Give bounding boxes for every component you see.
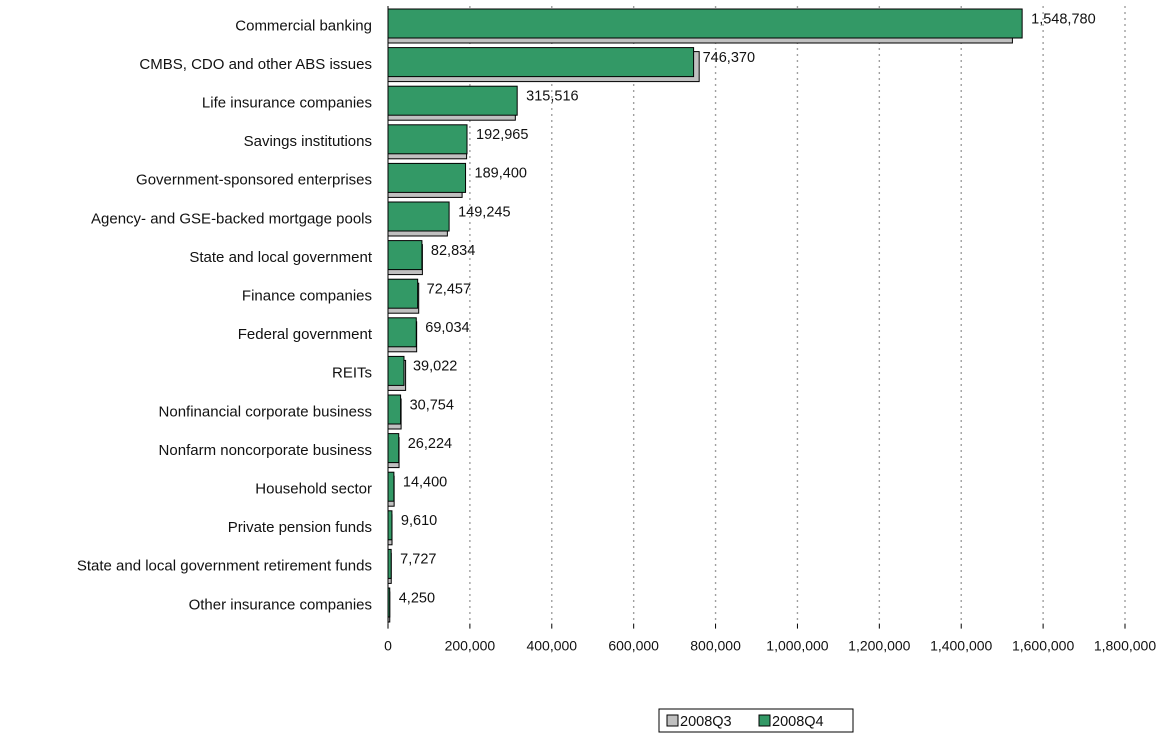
data-label: 7,727 (400, 552, 436, 568)
category-label: Life insurance companies (202, 95, 372, 112)
x-axis-ticks: 0 200,000 400,000 600,000 800,000 1,000,000 1,… (384, 623, 1156, 654)
x-tick-label: 800,000 (690, 638, 741, 654)
x-tick-label: 1,800,000 (1094, 638, 1156, 654)
data-label: 746,370 (703, 50, 755, 66)
bar-2008q4 (387, 433, 400, 464)
bar-2008q4 (387, 240, 423, 271)
bar-2008q4 (387, 124, 468, 155)
data-labels: 1,548,780 746,370 315,516 192,965 189,400 149… (399, 11, 1096, 606)
legend-box (658, 708, 854, 733)
bar-2008q4 (387, 278, 419, 309)
legend-swatch (758, 714, 771, 727)
data-label: 4,250 (399, 590, 435, 606)
legend-label: 2008Q4 (772, 714, 824, 730)
data-label: 39,022 (413, 359, 457, 375)
data-label: 9,610 (401, 513, 437, 529)
bar-2008q4 (387, 85, 518, 116)
legend: 2008Q3 2008Q4 (658, 708, 854, 733)
category-labels: Commercial banking CMBS, CDO and other AB… (77, 17, 373, 613)
data-label: 72,457 (427, 282, 471, 298)
data-label: 30,754 (410, 397, 454, 413)
x-tick-label: 1,200,000 (848, 638, 910, 654)
bar-2008q4 (387, 510, 393, 541)
category-label: Private pension funds (228, 519, 372, 536)
data-label: 192,965 (476, 127, 528, 143)
category-label: Savings institutions (244, 133, 372, 150)
category-label: Federal government (238, 326, 373, 343)
data-label: 69,034 (425, 320, 469, 336)
x-tick-label: 0 (384, 638, 392, 654)
x-tick-label: 200,000 (445, 638, 496, 654)
category-label: State and local government (189, 249, 372, 266)
category-label: Other insurance companies (189, 596, 372, 613)
bar-2008q4 (387, 394, 402, 425)
bar-2008q4 (387, 355, 405, 386)
category-label: Government-sponsored enterprises (136, 172, 372, 189)
category-label: Finance companies (242, 288, 372, 305)
category-label: CMBS, CDO and other ABS issues (139, 56, 372, 73)
category-label: Commercial banking (235, 17, 372, 34)
x-tick-label: 1,400,000 (930, 638, 992, 654)
data-label: 14,400 (403, 475, 447, 491)
category-label: Agency- and GSE-backed mortgage pools (91, 210, 372, 227)
data-label: 149,245 (458, 204, 510, 220)
data-label: 315,516 (526, 89, 578, 105)
bar-2008q4 (387, 47, 695, 78)
bar-2008q4 (387, 8, 1023, 39)
bar-2008q4 (387, 201, 450, 232)
legend-swatch (666, 714, 679, 727)
legend-label: 2008Q3 (680, 714, 732, 730)
category-label: Household sector (255, 481, 372, 498)
category-label: Nonfarm noncorporate business (159, 442, 372, 459)
category-label: REITs (332, 365, 372, 382)
category-label: Nonfinancial corporate business (159, 403, 372, 420)
x-tick-label: 400,000 (526, 638, 577, 654)
data-label: 189,400 (475, 166, 527, 182)
data-label: 82,834 (431, 243, 475, 259)
bar-2008q4 (387, 471, 395, 502)
category-label: State and local government retirement fu… (77, 558, 372, 575)
x-tick-label: 600,000 (608, 638, 659, 654)
data-label: 26,224 (408, 436, 452, 452)
data-label: 1,548,780 (1031, 11, 1096, 27)
x-tick-label: 1,000,000 (766, 638, 828, 654)
bar-2008q4 (387, 162, 467, 193)
bar-2008q4 (387, 317, 417, 348)
bars (387, 8, 1023, 623)
x-tick-label: 1,600,000 (1012, 638, 1074, 654)
